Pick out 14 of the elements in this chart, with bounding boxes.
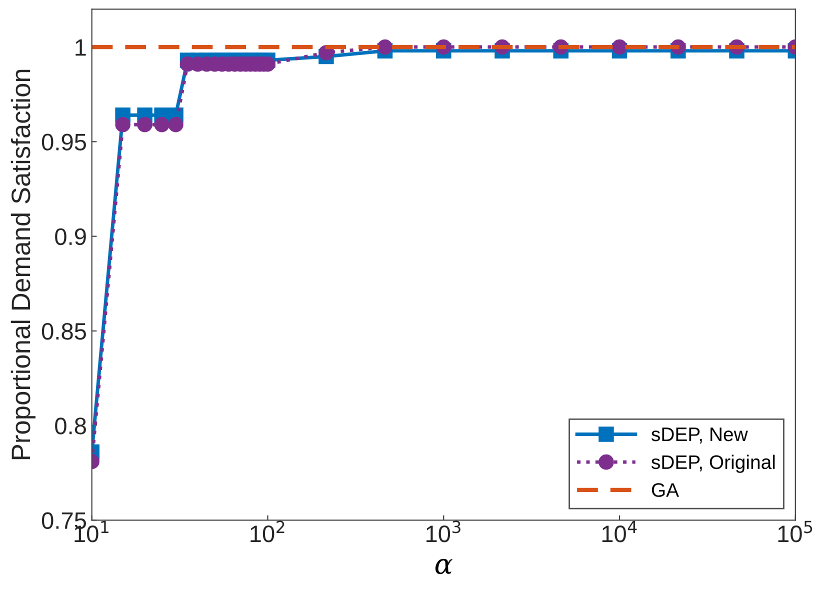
y-tick-label: 1 (76, 39, 86, 56)
x-tick-label: 10$^{4}$ (602, 520, 637, 542)
legend-label: sDEP, Original (651, 454, 775, 473)
legend-label: GA (652, 483, 680, 497)
y-tick-label: 0.95 (42, 134, 86, 150)
x-tick-label: 10$^{5}$ (778, 520, 812, 542)
y-axis-title: Proportional Demand Satisfaction (10, 70, 36, 460)
legend-label: sDEP, New (651, 428, 748, 444)
x-axis-title: α (435, 558, 452, 574)
y-tick-label: 0.8 (55, 418, 86, 434)
x-tick-label: 10$^{3}$ (426, 520, 460, 542)
y-tick-label: 0.9 (55, 228, 86, 246)
x-tick-label: 10$^{2}$ (250, 520, 284, 542)
y-tick-label: 0.85 (42, 323, 86, 340)
